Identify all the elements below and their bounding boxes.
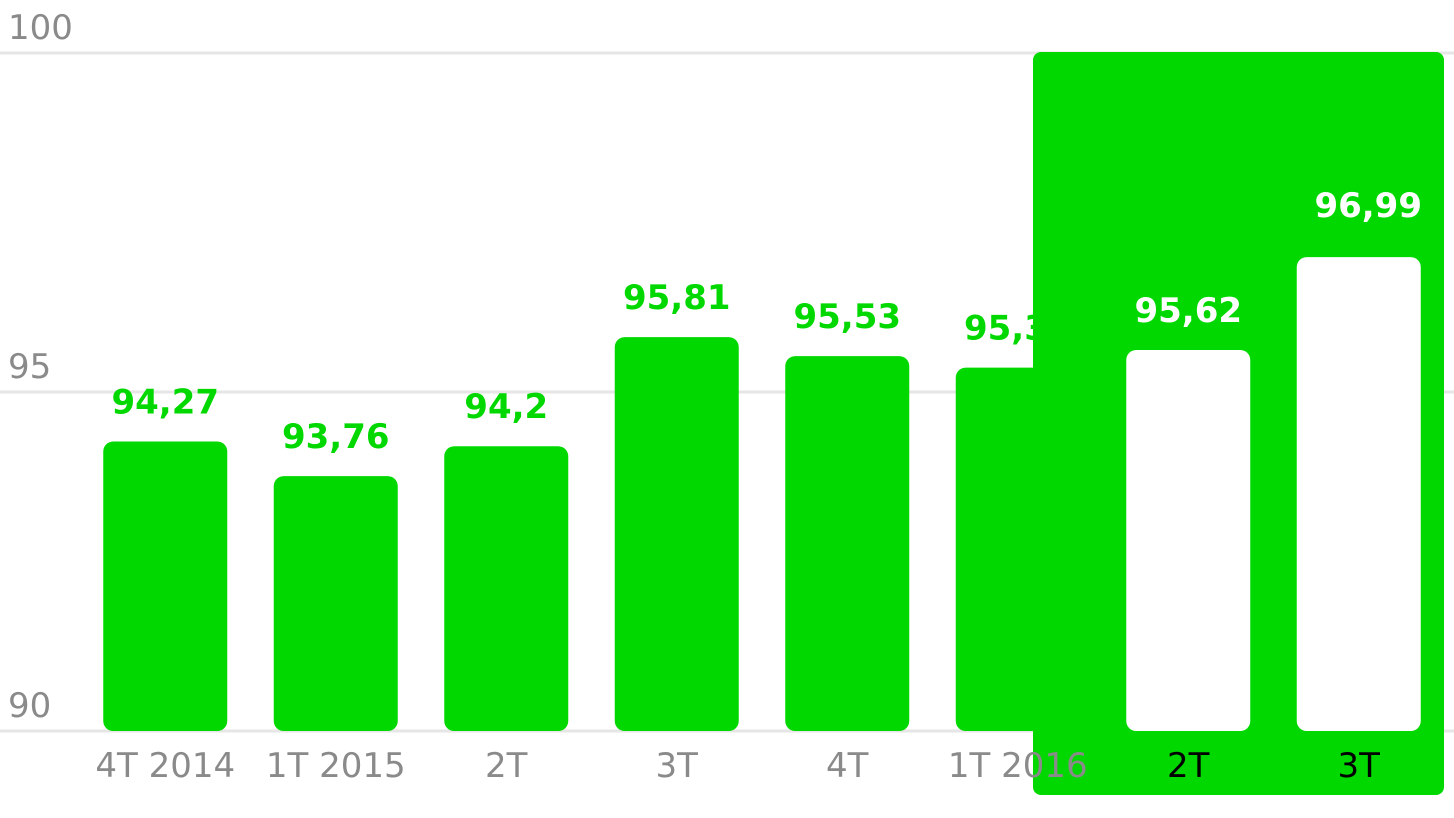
value-label: 96,99	[1314, 186, 1422, 226]
x-tick-label: 1T 2016	[948, 746, 1088, 786]
bar	[273, 476, 398, 731]
x-tick-label: 4T	[826, 746, 869, 786]
bar	[1126, 349, 1251, 731]
bar	[785, 356, 910, 731]
x-tick-label: 3T	[1338, 746, 1381, 786]
bar	[614, 337, 739, 731]
bar	[1296, 257, 1421, 731]
value-label: 95,62	[1134, 291, 1242, 331]
value-label: 95,36	[964, 309, 1072, 349]
x-tick-label: 1T 2015	[266, 746, 406, 786]
y-tick-label: 95	[8, 347, 51, 387]
x-tick-label: 2T	[1167, 746, 1210, 786]
bar	[444, 446, 569, 731]
value-label: 94,27	[111, 382, 219, 422]
value-label: 95,81	[623, 278, 731, 318]
x-tick-label: 3T	[656, 746, 699, 786]
value-label: 94,2	[464, 387, 548, 427]
x-tick-label: 4T 2014	[95, 746, 235, 786]
bar	[955, 367, 1080, 731]
y-tick-label: 100	[8, 8, 73, 48]
value-label: 95,53	[793, 297, 901, 337]
bar	[103, 441, 228, 731]
value-label: 93,76	[282, 417, 390, 457]
x-tick-label: 2T	[485, 746, 528, 786]
y-tick-label: 90	[8, 686, 51, 726]
